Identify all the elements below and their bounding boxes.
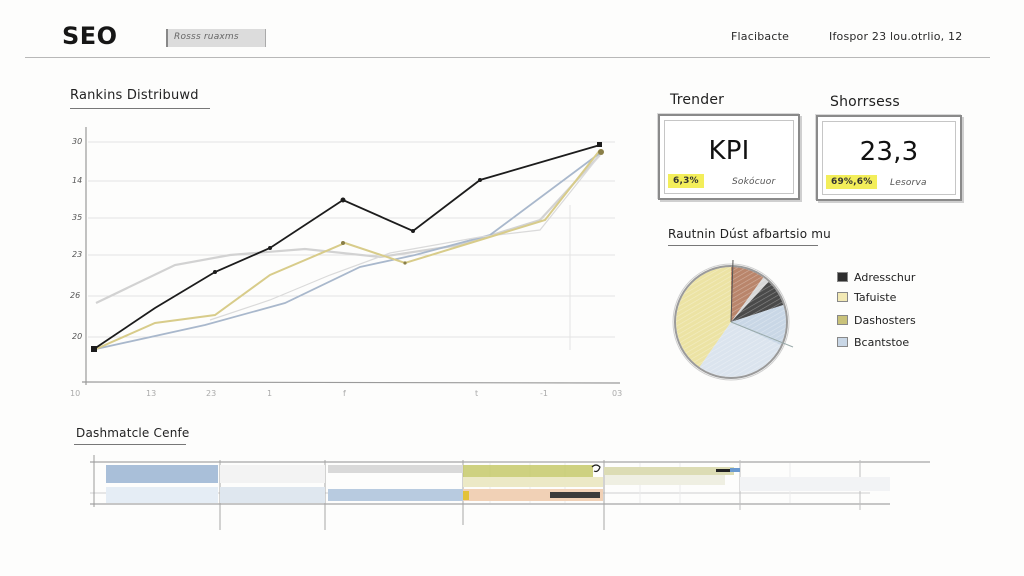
legend-label: Tafuiste <box>854 290 897 304</box>
legend-item: Tafuiste <box>837 290 896 304</box>
search-input[interactable]: Rosss ruaxms <box>166 29 266 47</box>
legend-item: Adresschur <box>837 270 915 284</box>
kpi-badge: 6,3% <box>668 174 704 188</box>
logo: SEO <box>62 22 118 50</box>
legend-item: Dashosters <box>837 313 916 327</box>
y-tick: 35 <box>72 213 83 222</box>
x-tick: f <box>343 389 346 398</box>
legend-label: Bcantstoe <box>854 335 910 349</box>
kpi-badge: 69%,6% <box>826 175 878 189</box>
header: SEO Rosss ruaxms Flacibacte Ifospor 23 l… <box>0 0 1024 60</box>
header-link[interactable]: Flacibacte <box>731 30 790 43</box>
y-tick: 14 <box>72 176 83 185</box>
x-tick: 1 <box>267 389 273 398</box>
card-title-trender: Trender <box>670 92 725 108</box>
line-chart-svg <box>81 127 621 385</box>
y-tick: 23 <box>72 250 83 259</box>
gantt-title-underline <box>74 444 186 445</box>
kpi-value: KPI <box>708 136 750 166</box>
header-date: Ifospor 23 lou.otrlio, 12 <box>829 30 963 43</box>
kpi-caption: Lesorva <box>890 178 927 188</box>
legend-swatch-blue <box>837 337 848 347</box>
kpi-card-trender[interactable]: KPI 6,3% Sokócuor <box>658 114 800 200</box>
y-tick: 30 <box>72 137 83 146</box>
gantt-chart <box>90 455 940 535</box>
x-tick: 03 <box>612 389 623 398</box>
gantt-title: Dashmatcle Cenfe <box>76 426 190 440</box>
x-tick: 23 <box>206 389 217 398</box>
gantt-svg <box>90 455 930 530</box>
card-inner-border <box>822 121 956 195</box>
kpi-value: 23,3 <box>859 137 919 167</box>
rankings-line-chart: 30 14 35 23 26 20 10 13 23 1 f t -1 03 <box>60 125 640 405</box>
pie-title: Rautnin Dúst afbartsio mu <box>668 227 831 241</box>
x-tick: 13 <box>146 389 157 398</box>
legend-item: Bcantstoe <box>837 335 909 349</box>
pie-chart <box>672 259 794 381</box>
kpi-caption: Sokócuor <box>732 177 776 187</box>
legend-label: Adresschur <box>854 270 916 284</box>
y-tick: 20 <box>72 332 83 341</box>
legend-swatch-yellow <box>837 292 848 302</box>
legend-label: Dashosters <box>854 313 916 327</box>
pie-title-underline <box>668 245 818 246</box>
y-tick: 26 <box>70 291 81 300</box>
kpi-card-shorrsess[interactable]: 23,3 69%,6% Lesorva <box>816 115 962 201</box>
card-inner-border <box>664 120 794 194</box>
x-tick: 10 <box>70 389 81 398</box>
rankings-title-underline <box>70 108 210 109</box>
header-divider <box>25 57 990 58</box>
x-tick: t <box>475 389 479 398</box>
card-title-shorrsess: Shorrsess <box>830 94 900 110</box>
legend-swatch-dark <box>837 272 848 282</box>
legend-swatch-olive <box>837 315 848 325</box>
x-tick: -1 <box>540 389 548 398</box>
rankings-title: Rankins Distribuwd <box>70 88 199 103</box>
